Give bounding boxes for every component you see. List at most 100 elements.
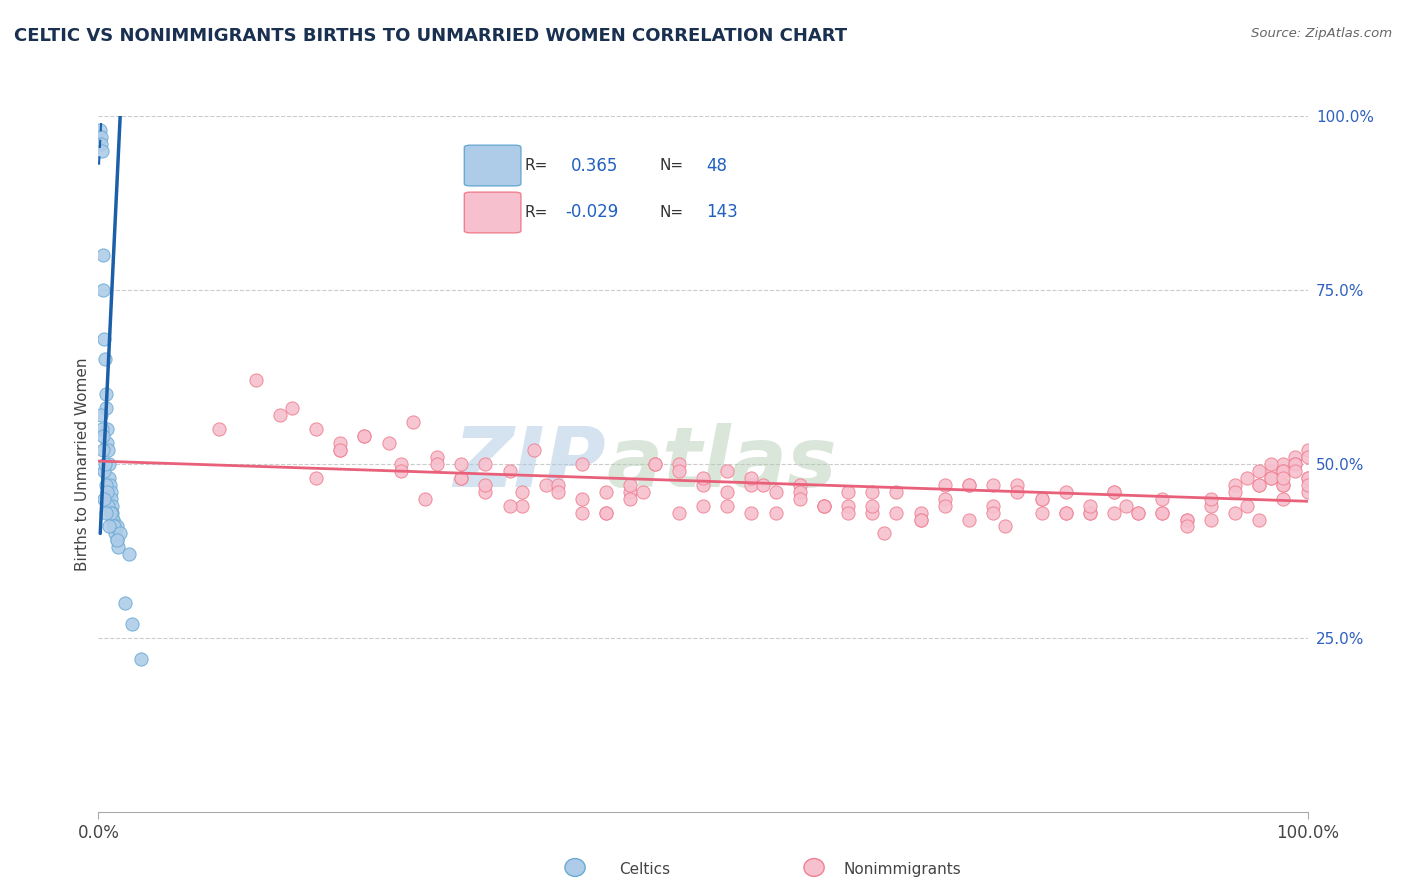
Point	[1272, 477, 1295, 491]
Point	[547, 477, 569, 491]
Point	[1272, 464, 1295, 478]
Circle shape	[804, 858, 824, 876]
Point	[89, 123, 111, 137]
Point	[1223, 477, 1246, 491]
Point	[740, 477, 762, 491]
Point	[571, 506, 593, 520]
Point	[1102, 484, 1125, 499]
Point	[329, 442, 352, 457]
Point	[305, 422, 328, 436]
Point	[1260, 471, 1282, 485]
Point	[101, 512, 124, 526]
Point	[631, 484, 654, 499]
Point	[91, 442, 114, 457]
Text: Source: ZipAtlas.com: Source: ZipAtlas.com	[1251, 27, 1392, 40]
Point	[1272, 464, 1295, 478]
Point	[716, 464, 738, 478]
Point	[1199, 491, 1222, 506]
Point	[813, 499, 835, 513]
Point	[1272, 457, 1295, 471]
Point	[837, 506, 859, 520]
Text: R=: R=	[524, 158, 547, 173]
Point	[1078, 499, 1101, 513]
Point	[97, 442, 120, 457]
Point	[93, 464, 115, 478]
Point	[1054, 506, 1077, 520]
Point	[94, 387, 117, 401]
Point	[474, 484, 496, 499]
Point	[450, 471, 472, 485]
Point	[105, 533, 128, 548]
Point	[534, 477, 557, 491]
Point	[377, 436, 399, 450]
Point	[571, 491, 593, 506]
Point	[1296, 450, 1319, 464]
Point	[1296, 471, 1319, 485]
Point	[1054, 506, 1077, 520]
Point	[97, 457, 120, 471]
Point	[668, 506, 690, 520]
Point	[1296, 442, 1319, 457]
Point	[886, 484, 908, 499]
Point	[547, 484, 569, 499]
Point	[740, 471, 762, 485]
Point	[668, 464, 690, 478]
Point	[1284, 450, 1306, 464]
Point	[121, 616, 143, 631]
Point	[1175, 512, 1198, 526]
Point	[1296, 484, 1319, 499]
Point	[1296, 477, 1319, 491]
Point	[90, 136, 112, 151]
Point	[1249, 512, 1271, 526]
Point	[595, 484, 617, 499]
Point	[1102, 506, 1125, 520]
Point	[510, 499, 533, 513]
Point	[281, 401, 304, 416]
Point	[402, 415, 425, 429]
Point	[644, 457, 666, 471]
Point	[1284, 464, 1306, 478]
Point	[118, 547, 141, 561]
Point	[98, 477, 121, 491]
Point	[1054, 484, 1077, 499]
Point	[90, 129, 112, 144]
Point	[94, 457, 117, 471]
Point	[474, 477, 496, 491]
Point	[789, 477, 811, 491]
Point	[450, 471, 472, 485]
Text: Celtics: Celtics	[619, 863, 669, 877]
Point	[1260, 471, 1282, 485]
Point	[765, 506, 787, 520]
Point	[523, 442, 546, 457]
Point	[1152, 491, 1174, 506]
Point	[981, 477, 1004, 491]
Point	[934, 499, 956, 513]
Text: 0.365: 0.365	[571, 156, 619, 175]
Circle shape	[565, 858, 585, 876]
Point	[981, 506, 1004, 520]
Point	[837, 484, 859, 499]
Point	[91, 429, 114, 443]
Text: 48: 48	[706, 156, 727, 175]
Point	[813, 499, 835, 513]
Point	[100, 506, 122, 520]
Point	[103, 519, 125, 533]
Point	[1007, 477, 1029, 491]
Point	[1031, 506, 1053, 520]
Point	[100, 484, 122, 499]
Point	[837, 499, 859, 513]
Point	[1284, 457, 1306, 471]
Point	[94, 477, 117, 491]
Point	[1272, 471, 1295, 485]
Point	[1284, 457, 1306, 471]
Point	[934, 491, 956, 506]
Point	[644, 457, 666, 471]
Point	[789, 484, 811, 499]
Point	[910, 512, 932, 526]
Point	[100, 506, 122, 520]
Point	[101, 506, 124, 520]
Point	[91, 248, 114, 262]
Point	[934, 477, 956, 491]
FancyBboxPatch shape	[464, 145, 520, 186]
Point	[498, 464, 520, 478]
